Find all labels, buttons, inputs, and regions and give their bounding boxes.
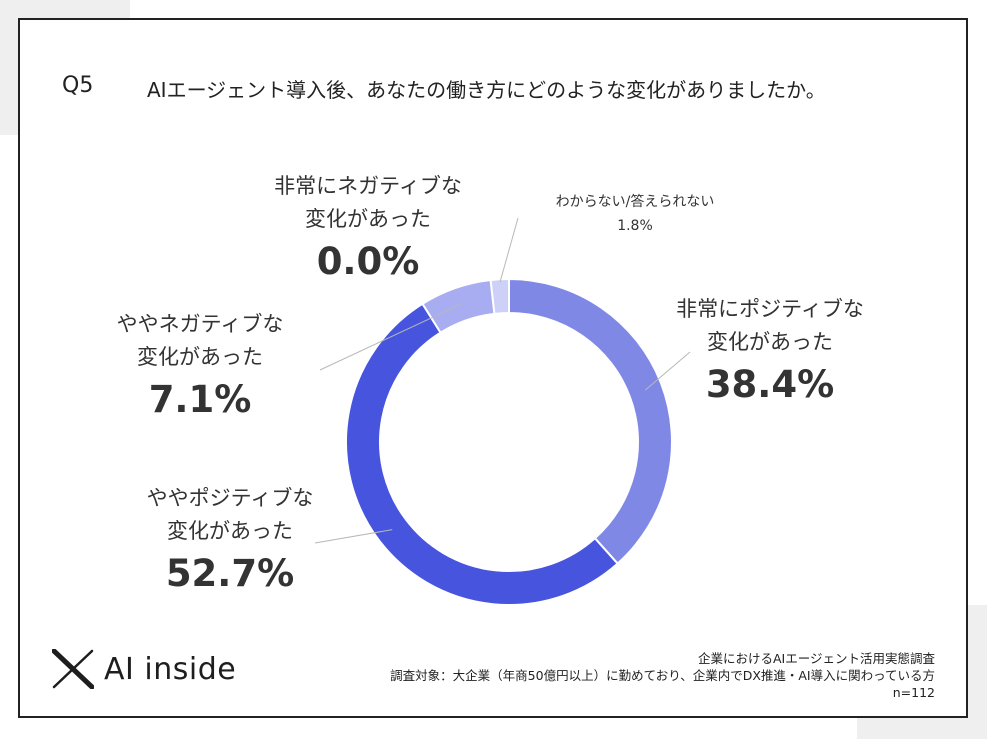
label-somewhat-positive-line1: ややポジティブな — [146, 486, 314, 510]
label-very-positive-value: 38.4% — [705, 363, 835, 406]
label-dont-know-line1: わからない/答えられない — [555, 194, 715, 210]
label-very-negative-line2: 変化があった — [305, 207, 431, 231]
label-very-negative-value: 0.0% — [316, 240, 420, 283]
leader-line-somewhat-negative — [319, 303, 462, 371]
label-very-positive-line2: 変化があった — [707, 330, 833, 354]
label-somewhat-negative-value: 7.1% — [148, 378, 252, 421]
slice-dont-know — [489, 277, 510, 315]
label-very-positive-line1: 非常にポジティブな — [676, 297, 864, 321]
label-dont-know: わからない/答えられない 1.8% — [520, 188, 750, 236]
label-very-positive: 非常にポジティブな 変化があった 38.4% — [640, 293, 900, 411]
leader-line-somewhat-positive — [314, 529, 393, 544]
question-number: Q5 — [62, 73, 94, 98]
label-dont-know-value: 1.8% — [617, 218, 653, 234]
label-somewhat-positive-value: 52.7% — [165, 552, 295, 595]
label-somewhat-negative: ややネガティブな 変化があった 7.1% — [70, 308, 330, 426]
survey-title: 企業におけるAIエージェント活用実態調査 — [698, 651, 935, 666]
survey-target: 調査対象：大企業（年商50億円以上）に勤めており、企業内でDX推進・AI導入に関… — [390, 668, 935, 683]
label-very-negative: 非常にネガティブな 変化があった 0.0% — [238, 170, 498, 288]
brand-logo: AI inside — [52, 649, 236, 689]
label-somewhat-negative-line1: ややネガティブな — [116, 312, 284, 336]
question-text: AIエージェント導入後、あなたの働き方にどのような変化がありましたか。 — [147, 78, 826, 102]
label-somewhat-positive-line2: 変化があった — [167, 519, 293, 543]
label-very-negative-line1: 非常にネガティブな — [274, 174, 462, 198]
slice-somewhat-positive — [345, 302, 619, 606]
brand-name: AI inside — [104, 651, 237, 687]
label-somewhat-positive: ややポジティブな 変化があった 52.7% — [100, 482, 360, 600]
survey-notes: 企業におけるAIエージェント活用実態調査 調査対象：大企業（年商50億円以上）に… — [390, 650, 935, 701]
brand-x-icon — [52, 649, 94, 689]
sample-size: n=112 — [892, 685, 935, 700]
leader-line-dont-know — [499, 217, 519, 283]
leader-line-very-positive — [645, 351, 691, 391]
label-somewhat-negative-line2: 変化があった — [137, 345, 263, 369]
